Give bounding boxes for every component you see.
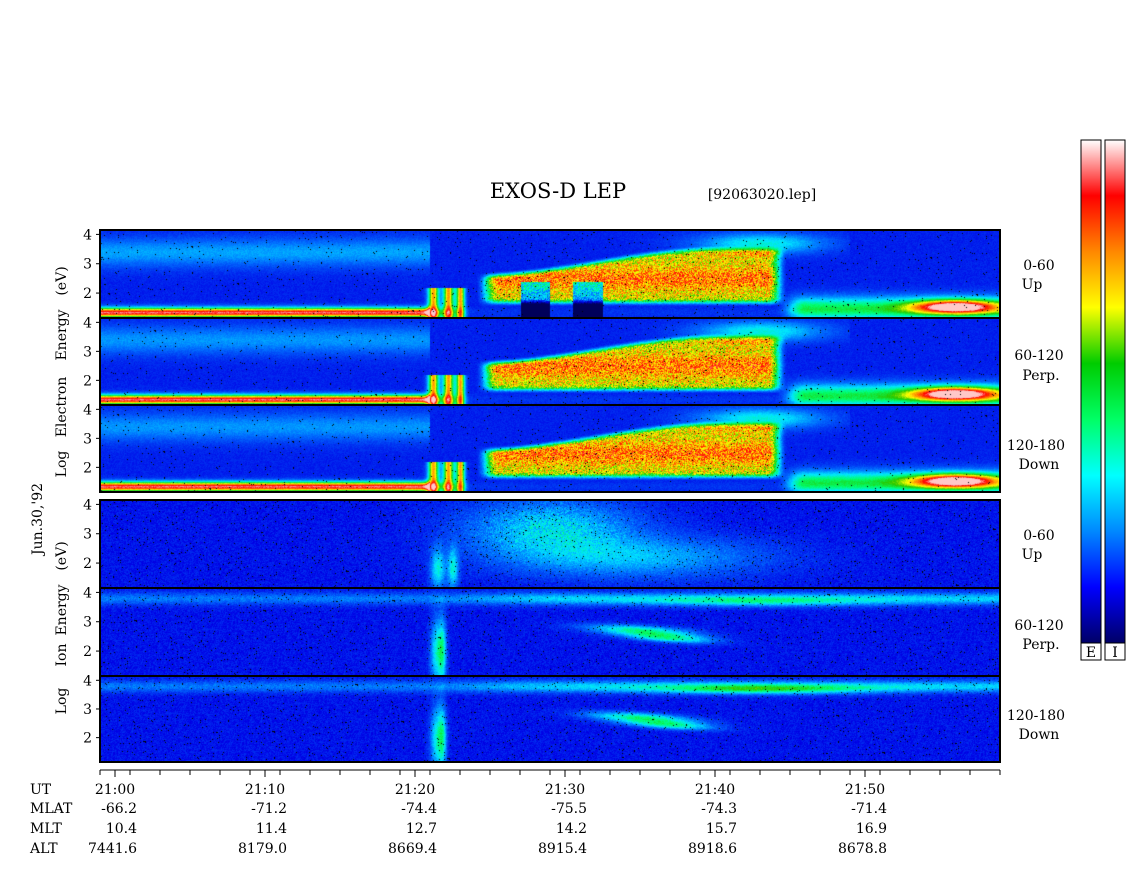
row-label-mlat: MLAT <box>30 801 73 817</box>
electron-axis-word-species: Electron <box>54 377 70 438</box>
electron-band-angle-up: 0-60 <box>1023 258 1054 274</box>
electron-band-angle-down: 120-180 <box>1007 438 1065 454</box>
ion-axis-word-log: Log <box>54 688 70 715</box>
y-tick-label: 4 <box>83 497 92 513</box>
electron-band-labels: 0-60 Up 60-120 Perp. 120-180 Down <box>1007 258 1065 473</box>
footer-columns: 21:00 -66.2 10.4 7441.6 21:10 -71.2 11.4 8179.0… <box>88 782 887 857</box>
ion-axis-word-energy: Energy <box>54 584 70 635</box>
time-axis <box>99 769 1001 777</box>
footer-mlt-value: 16.9 <box>856 821 887 837</box>
row-label-alt: ALT <box>29 841 58 857</box>
footer-mlt-value: 10.4 <box>106 821 137 837</box>
footer-alt-value: 8179.0 <box>238 841 287 857</box>
ion-band-dir-down: Down <box>1019 727 1060 743</box>
colorbar-ion: I <box>1104 139 1126 661</box>
footer-ut-value: 21:20 <box>395 782 435 798</box>
y-tick-label: 3 <box>83 527 92 543</box>
ion-axis-word-species: Ion <box>54 644 70 667</box>
y-tick-label: 4 <box>83 315 92 331</box>
footer-row-labels: UT MLAT MLT ALT <box>29 782 73 857</box>
colorbar-ion-label: I <box>1112 645 1118 661</box>
y-tick-label: 4 <box>83 673 92 689</box>
ion-panel-frame <box>99 499 1001 763</box>
panel-frames <box>99 229 1001 763</box>
y-tick-label: 2 <box>83 286 92 302</box>
y-tick-label: 3 <box>83 431 92 447</box>
footer-alt-value: 7441.6 <box>88 841 137 857</box>
ion-band-dir-perp: Perp. <box>1022 637 1059 653</box>
footer-mlat-value: -75.5 <box>551 801 587 817</box>
electron-axis-word-log: Log <box>54 451 70 478</box>
colorbar-electron: E <box>1080 139 1102 661</box>
date-label: Jun.30,'92 <box>30 483 46 557</box>
electron-band-angle-perp: 60-120 <box>1014 348 1063 364</box>
footer-mlat-value: -66.2 <box>101 801 137 817</box>
y-tick-label: 3 <box>83 615 92 631</box>
y-tick-label: 4 <box>83 402 92 418</box>
footer-ut-value: 21:10 <box>245 782 285 798</box>
electron-band-dir-perp: Perp. <box>1022 368 1059 384</box>
energy-axis-ticks: 2 3 4 2 3 4 2 3 4 2 3 4 2 3 4 2 3 4 <box>83 227 100 747</box>
y-tick-label: 3 <box>83 702 92 718</box>
footer-mlt-value: 12.7 <box>406 821 437 837</box>
footer-alt-value: 8915.4 <box>538 841 587 857</box>
file-name: [92063020.lep] <box>708 187 816 203</box>
footer-alt-value: 8918.6 <box>688 841 737 857</box>
ion-band-angle-up: 0-60 <box>1023 528 1054 544</box>
row-label-mlt: MLT <box>30 821 62 837</box>
footer-alt-value: 8669.4 <box>388 841 437 857</box>
y-tick-label: 2 <box>83 556 92 572</box>
ion-band-angle-down: 120-180 <box>1007 708 1065 724</box>
y-tick-label: 2 <box>83 644 92 660</box>
ion-axis-title: Log Ion Energy (eV) <box>54 541 70 714</box>
y-tick-label: 3 <box>83 344 92 360</box>
electron-axis-word-energy: Energy <box>54 309 70 360</box>
ion-band-labels: 0-60 Up 60-120 Perp. 120-180 Down <box>1007 528 1065 743</box>
electron-band-dir-down: Down <box>1019 457 1060 473</box>
electron-band-dir-up: Up <box>1022 277 1043 293</box>
ion-band-dir-up: Up <box>1022 547 1043 563</box>
y-tick-label: 2 <box>83 731 92 747</box>
y-tick-label: 4 <box>83 227 92 243</box>
row-label-ut: UT <box>30 782 52 798</box>
electron-axis-title: Log Electron Energy (eV) <box>54 266 70 477</box>
footer-mlt-value: 11.4 <box>256 821 287 837</box>
electron-panel-frame <box>99 229 1001 493</box>
footer-alt-value: 8678.8 <box>838 841 887 857</box>
figure-title: EXOS-D LEP <box>490 179 626 203</box>
ion-axis-word-unit: (eV) <box>54 541 70 570</box>
footer-mlt-value: 14.2 <box>556 821 587 837</box>
y-tick-label: 3 <box>83 257 92 273</box>
footer-ut-value: 21:30 <box>545 782 585 798</box>
colorbar-electron-label: E <box>1086 645 1096 661</box>
footer-mlat-value: -71.4 <box>851 801 887 817</box>
ion-band-angle-perp: 60-120 <box>1014 618 1063 634</box>
spectrogram-image <box>100 230 1000 762</box>
footer-mlt-value: 15.7 <box>706 821 737 837</box>
y-tick-label: 2 <box>83 460 92 476</box>
y-tick-label: 2 <box>83 373 92 389</box>
footer-mlat-value: -74.3 <box>701 801 737 817</box>
y-tick-label: 4 <box>83 585 92 601</box>
electron-axis-word-unit: (eV) <box>54 266 70 295</box>
footer-mlat-value: -71.2 <box>251 801 287 817</box>
footer-ut-value: 21:50 <box>845 782 885 798</box>
footer-mlat-value: -74.4 <box>401 801 437 817</box>
footer-ut-value: 21:40 <box>695 782 735 798</box>
footer-ut-value: 21:00 <box>95 782 135 798</box>
